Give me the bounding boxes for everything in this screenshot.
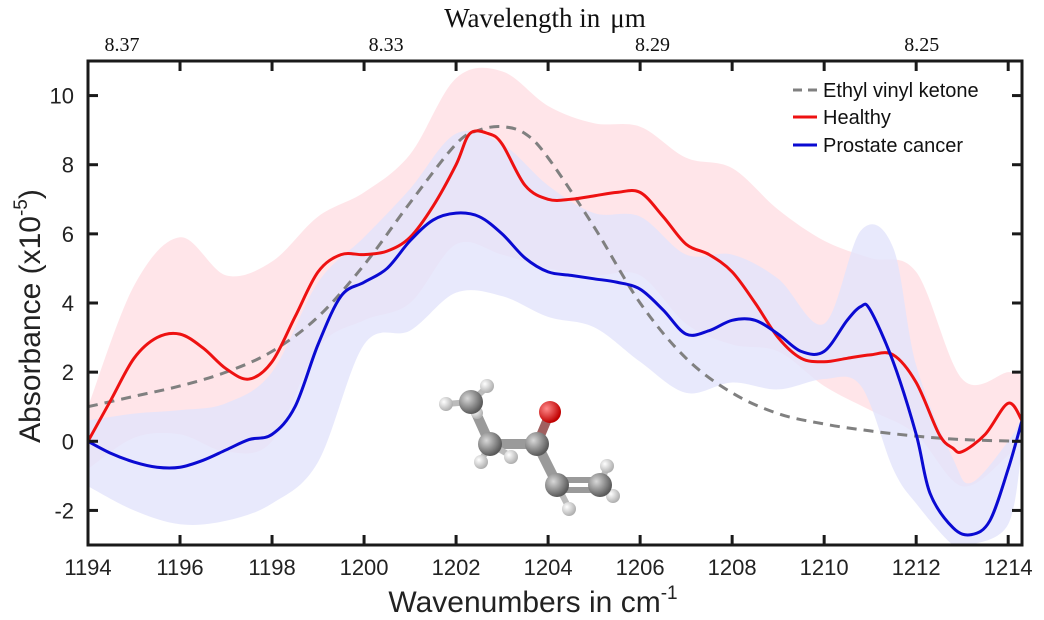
- y-axis-title: Absorbance (x10-5): [11, 189, 47, 443]
- x-tick-label: 1198: [248, 555, 295, 580]
- y-tick-label: 6: [62, 222, 74, 247]
- x-tick-label: 1204: [524, 555, 573, 580]
- top-axis-title-text: Wavelength in: [444, 3, 601, 33]
- legend-label-healthy: Healthy: [823, 107, 891, 129]
- top-tick-label: 8.33: [369, 34, 404, 56]
- series-lines: [88, 125, 1022, 537]
- x-tick-label: 1200: [340, 555, 389, 580]
- top-tick-label: 8.29: [635, 34, 670, 56]
- y-tick-label: 10: [50, 84, 74, 109]
- y-axis-title-sup: -5: [11, 199, 32, 216]
- top-axis-title-unit: μm: [610, 3, 645, 33]
- top-tick-label: 8.37: [105, 34, 140, 56]
- x-tick-label: 1214: [984, 555, 1033, 580]
- x-tick-label: 1206: [616, 555, 665, 580]
- x-tick-label: 1194: [64, 555, 111, 580]
- y-tick-label: 4: [62, 291, 74, 316]
- x-tick-label: 1196: [156, 555, 203, 580]
- x-axis-title: Wavenumbers in cm-1: [388, 583, 677, 619]
- band-prostate-cancer-spread: [88, 130, 1022, 545]
- ethyl-vinyl-ketone-molecule-image: [439, 379, 620, 516]
- y-tick-label: 8: [62, 153, 74, 178]
- x-axis-title-sup: -1: [661, 583, 678, 604]
- y-axis-title-close: ): [14, 189, 47, 199]
- x-tick-label: 1210: [800, 555, 849, 580]
- axes: 1194 1196 1198 1200 1202 1204 1206 1208 1210 1212…: [50, 34, 1033, 580]
- y-tick-label: 2: [62, 360, 74, 385]
- x-tick-label: 1208: [708, 555, 757, 580]
- spread-bands: [88, 67, 1022, 545]
- series-line-prostate-cancer: [88, 211, 1022, 537]
- x-tick-label: 1212: [892, 555, 941, 580]
- legend-label-ethyl-vinyl-ketone: Ethyl vinyl ketone: [823, 80, 979, 102]
- y-tick-label: 0: [62, 429, 74, 454]
- top-tick-label: 8.25: [904, 34, 939, 56]
- legend: Ethyl vinyl ketone Healthy Prostate canc…: [793, 80, 979, 157]
- x-tick-label: 1202: [432, 555, 481, 580]
- x-axis-title-text: Wavenumbers in cm: [388, 586, 660, 619]
- y-tick-label: -2: [54, 498, 74, 523]
- series-line-ethyl-vinyl-ketone: [88, 125, 1022, 443]
- y-axis-title-text: Absorbance (x10: [14, 216, 47, 443]
- legend-label-prostate-cancer: Prostate cancer: [823, 135, 963, 157]
- top-axis-title: Wavelength in μm: [444, 3, 646, 33]
